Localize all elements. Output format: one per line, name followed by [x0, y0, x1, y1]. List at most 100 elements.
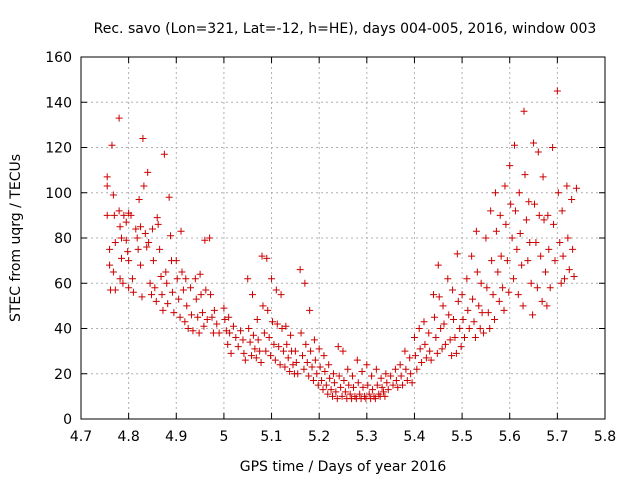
data-point [495, 297, 503, 305]
data-point [389, 381, 397, 389]
data-point [326, 374, 334, 382]
data-point [246, 338, 254, 346]
data-point [116, 223, 124, 231]
data-point [327, 386, 335, 394]
data-point [132, 225, 140, 233]
data-point [471, 334, 479, 342]
data-point [457, 343, 465, 351]
data-point [550, 220, 558, 228]
data-point [451, 334, 459, 342]
data-point [460, 334, 468, 342]
y-tick-label: 120 [45, 141, 72, 157]
data-point [381, 392, 389, 400]
data-point [422, 354, 430, 362]
data-point [287, 331, 295, 339]
data-point [281, 363, 289, 371]
data-point [329, 370, 337, 378]
y-axis-label: STEC from uqrg / TECUs [8, 154, 24, 322]
data-point [333, 395, 341, 403]
y-tick-label: 160 [45, 50, 72, 66]
data-point [545, 245, 553, 253]
x-tick-label: 4.9 [165, 429, 187, 445]
data-point [563, 182, 571, 190]
data-point [252, 354, 260, 362]
data-point [191, 275, 199, 283]
data-point [158, 291, 166, 299]
data-point [178, 268, 186, 276]
data-point [148, 291, 156, 299]
data-point [526, 239, 534, 247]
data-point [194, 313, 202, 321]
data-point [383, 379, 391, 387]
data-point [127, 211, 135, 219]
data-point [129, 288, 137, 296]
y-tick-label: 100 [45, 186, 72, 202]
data-point [440, 320, 448, 328]
data-point [244, 275, 252, 283]
data-point [453, 250, 461, 258]
data-point [384, 386, 392, 394]
data-point [410, 334, 418, 342]
data-point [564, 234, 572, 242]
data-point [325, 361, 333, 369]
data-point [532, 239, 540, 247]
data-point [554, 189, 562, 197]
data-point [465, 325, 473, 332]
data-point [318, 377, 326, 385]
data-point [167, 232, 175, 240]
data-point [300, 365, 308, 373]
data-point [221, 315, 229, 323]
data-point [478, 309, 486, 317]
data-point [282, 322, 290, 330]
data-point [140, 182, 148, 190]
data-point [137, 223, 145, 231]
data-point [544, 211, 552, 219]
data-point [272, 286, 280, 294]
data-point [253, 315, 261, 323]
data-point [407, 370, 415, 378]
data-point [480, 329, 488, 337]
data-point [248, 352, 256, 360]
data-point [184, 325, 192, 332]
data-point [322, 381, 330, 389]
data-point [165, 193, 173, 201]
data-point [137, 261, 145, 269]
data-point [418, 358, 426, 366]
data-point [133, 234, 141, 242]
data-point [197, 291, 205, 299]
data-point [470, 318, 478, 326]
data-point [154, 220, 162, 228]
data-point [271, 356, 279, 364]
data-point [319, 386, 327, 394]
data-point [473, 268, 481, 276]
data-point [452, 349, 460, 357]
data-point [525, 198, 533, 206]
x-tick-labels: 4.7 4.8 4.9 5 5.1 5.2 5.3 5.4 5.5 5.6 5.7 5.8 [70, 429, 616, 445]
data-point [248, 291, 256, 299]
data-point [245, 325, 253, 332]
data-point [260, 329, 268, 337]
data-point [144, 168, 152, 176]
data-point [172, 257, 180, 265]
data-point [164, 300, 172, 308]
data-point [488, 257, 496, 265]
data-point [226, 329, 234, 337]
plot-frame [80, 56, 606, 420]
data-point [475, 302, 483, 310]
data-point [538, 297, 546, 305]
data-point [119, 279, 127, 287]
data-point [449, 286, 457, 294]
y-tick-label: 60 [54, 276, 72, 292]
data-point [183, 302, 191, 310]
data-point [115, 207, 123, 215]
data-point [364, 381, 372, 389]
data-point [430, 313, 438, 321]
data-point [427, 356, 435, 364]
data-point [413, 365, 421, 373]
data-point [315, 345, 323, 353]
data-point [492, 227, 500, 235]
data-point [444, 275, 452, 283]
data-point [227, 349, 235, 357]
data-point [168, 288, 176, 296]
data-point [463, 275, 471, 283]
